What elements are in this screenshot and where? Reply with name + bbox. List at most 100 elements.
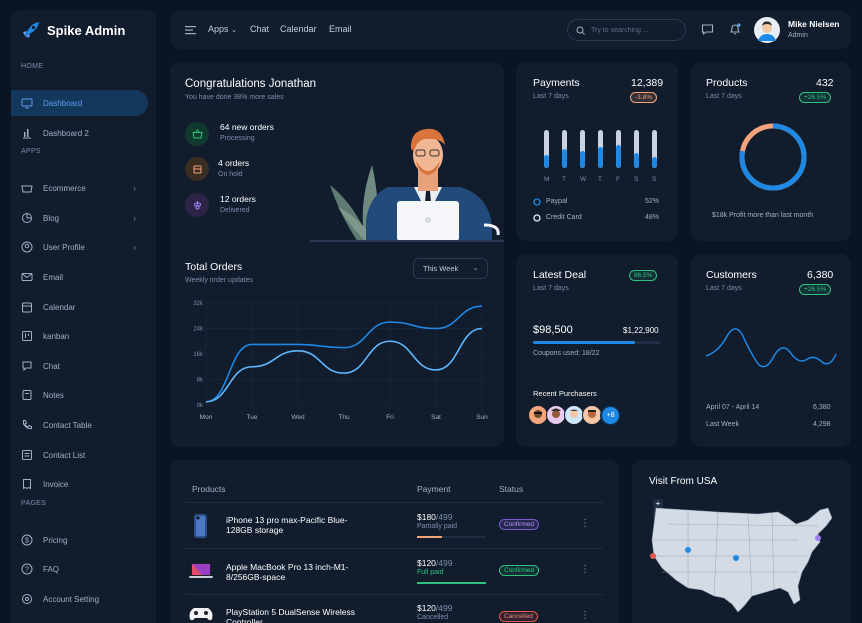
- payment-amount: $120/499: [417, 603, 453, 613]
- sidebar-item-invoice[interactable]: Invoice: [11, 471, 148, 497]
- sidebar-item-faq[interactable]: ? FAQ: [11, 556, 148, 582]
- customers-line-chart: [705, 328, 837, 368]
- product-name[interactable]: Apple MacBook Pro 13 inch-M1-8/256GB-spa…: [226, 562, 349, 582]
- coupons-used: Coupons used: 18/22: [533, 350, 600, 357]
- recent-purchasers-label: Recent Purchasers: [533, 389, 597, 398]
- sidebar-item-label: Dashboard: [43, 98, 83, 108]
- purchaser-avatars: +8: [528, 405, 621, 426]
- payment-bar-fill: [616, 145, 621, 168]
- avatar[interactable]: [564, 405, 584, 425]
- sidebar-item-contact-list[interactable]: Contact List: [11, 442, 148, 468]
- sidebar-item-landing-page[interactable]: Landing Page: [11, 616, 148, 623]
- day-label: T: [598, 176, 602, 183]
- kanban-icon: [21, 330, 33, 342]
- nav-calendar[interactable]: Calendar: [280, 24, 317, 34]
- zoom-in-button[interactable]: +: [655, 499, 661, 508]
- chevron-right-icon: ›: [133, 213, 136, 223]
- payment-bar: [598, 130, 603, 168]
- payments-card: [516, 62, 678, 241]
- order-status: Processing: [220, 135, 255, 142]
- more-purchasers-badge[interactable]: +8: [600, 405, 621, 426]
- nav-chat[interactable]: Chat: [250, 24, 270, 34]
- sidebar-item-dashboard-2[interactable]: Dashboard 2: [11, 120, 148, 146]
- payment-bar-fill: [580, 150, 585, 168]
- section-home: HOME: [21, 63, 44, 70]
- avatar[interactable]: [546, 405, 566, 425]
- sidebar-item-label: kanban: [43, 331, 70, 341]
- sidebar-item-contact-table[interactable]: Contact Table: [11, 412, 148, 438]
- basket-icon: [21, 182, 33, 194]
- x-tick-label: Tue: [247, 414, 258, 421]
- legend-dot-icon: [533, 198, 541, 206]
- settings-icon: [21, 593, 33, 605]
- sidebar-item-label: Contact List: [43, 450, 86, 460]
- section-pages: PAGES: [21, 500, 47, 507]
- message-icon[interactable]: [701, 23, 714, 36]
- divider: [185, 548, 603, 549]
- y-tick-label: 16k: [193, 352, 204, 358]
- avatar[interactable]: [754, 17, 780, 43]
- search-box[interactable]: [567, 19, 686, 41]
- dollar-icon: $: [21, 534, 33, 546]
- payment-bar: [616, 130, 621, 168]
- more-icon[interactable]: ⋮: [580, 518, 590, 529]
- y-tick-label: 24k: [193, 327, 204, 333]
- avatar[interactable]: [528, 405, 548, 425]
- sidebar-item-account-setting[interactable]: Account Setting: [11, 586, 148, 612]
- phone-icon: [21, 419, 33, 431]
- menu-icon[interactable]: [185, 25, 196, 35]
- donut-segment: [739, 123, 807, 191]
- legend-value: 52%: [645, 198, 660, 205]
- bell-icon[interactable]: [728, 22, 742, 36]
- deal-amount: $98,500: [533, 324, 573, 336]
- more-icon[interactable]: ⋮: [580, 564, 590, 575]
- user-role: Admin: [788, 32, 808, 39]
- order-status: Delivered: [220, 207, 250, 214]
- product-name[interactable]: PlayStation 5 DualSense Wireless Control…: [226, 607, 355, 623]
- sidebar-item-blog[interactable]: Blog ›: [11, 205, 148, 231]
- nav-apps[interactable]: Apps ⌄: [208, 24, 237, 34]
- macbook-thumbnail: [189, 563, 213, 578]
- chevron-right-icon: ›: [133, 183, 136, 193]
- payment-bar: [634, 130, 639, 168]
- sidebar-item-notes[interactable]: Notes: [11, 382, 148, 408]
- sidebar-item-dashboard[interactable]: Dashboard: [11, 90, 148, 116]
- x-tick-label: Fri: [386, 414, 394, 421]
- monitor-icon: [21, 97, 33, 109]
- x-tick-label: Mon: [200, 414, 213, 421]
- status-badge: Cancelled: [499, 611, 538, 622]
- latest-deal-period: Last 7 days: [533, 285, 569, 292]
- search-input[interactable]: [591, 26, 681, 34]
- avatar[interactable]: [582, 405, 602, 425]
- col-payment: Payment: [417, 484, 451, 494]
- payment-bar-fill: [634, 152, 639, 168]
- x-tick-label: Wed: [291, 414, 305, 421]
- sidebar-item-chat[interactable]: Chat: [11, 353, 148, 379]
- week-filter-value: This Week: [423, 264, 459, 273]
- week-filter-select[interactable]: This Week ⌄: [413, 258, 488, 279]
- series-line-0: [205, 305, 483, 403]
- sidebar-item-calendar[interactable]: Calendar: [11, 294, 148, 320]
- basket-icon: [185, 122, 209, 146]
- more-icon[interactable]: ⋮: [580, 610, 590, 621]
- sidebar-item-email[interactable]: Email: [11, 264, 148, 290]
- payment-bar-fill: [544, 154, 549, 168]
- col-status: Status: [499, 484, 524, 494]
- day-label: F: [616, 176, 620, 183]
- legend-label: Credit Card: [546, 214, 582, 221]
- nav-email[interactable]: Email: [329, 24, 352, 34]
- payment-status: Partially paid: [417, 523, 458, 530]
- sidebar-item-pricing[interactable]: $ Pricing: [11, 527, 148, 553]
- sidebar-item-label: Invoice: [43, 479, 69, 489]
- sidebar-item-kanban[interactable]: kanban: [11, 323, 148, 349]
- payment-bar-fill: [652, 156, 657, 168]
- day-label: W: [580, 176, 587, 183]
- sidebar-item-user-profile[interactable]: User Profile ›: [11, 234, 148, 260]
- sidebar-item-ecommerce[interactable]: Ecommerce ›: [11, 175, 148, 201]
- svg-text:?: ?: [25, 567, 29, 574]
- logo[interactable]: Spike Admin: [21, 20, 125, 40]
- payment-bar: [562, 130, 567, 168]
- product-name[interactable]: iPhone 13 pro max-Pacific Blue-128GB sto…: [226, 515, 348, 535]
- sidebar: Spike Admin HOME APPS PAGES Dashboard Das…: [11, 10, 156, 623]
- day-label: S: [652, 176, 657, 183]
